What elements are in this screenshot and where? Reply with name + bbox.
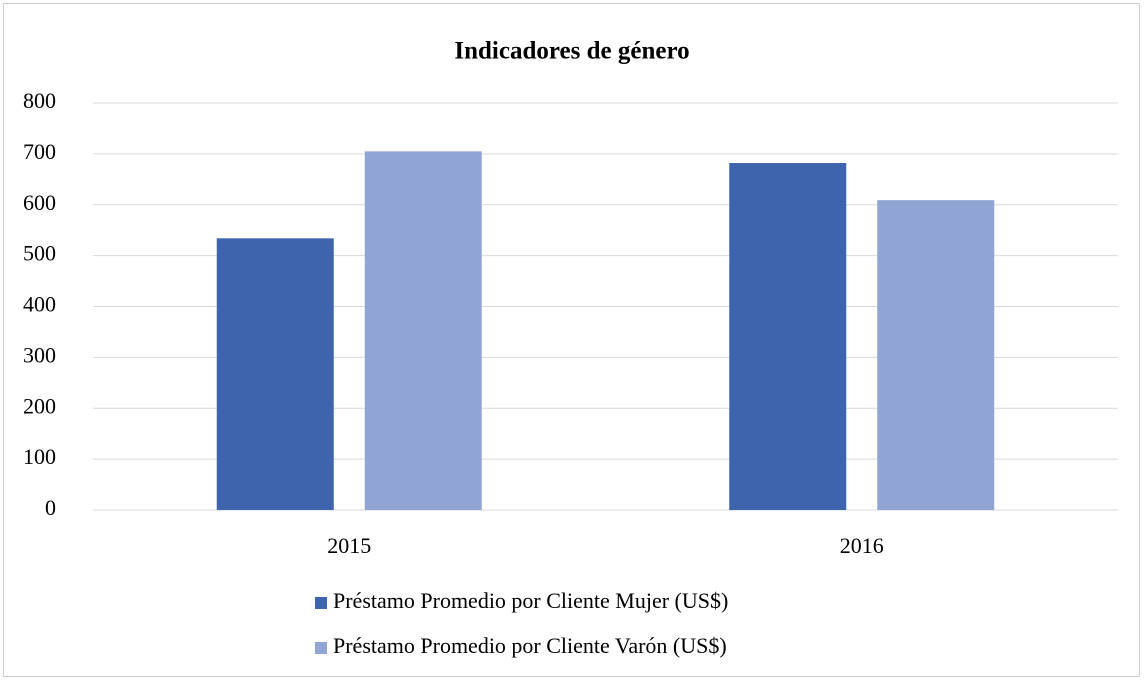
- x-tick-label: 2015: [327, 533, 371, 558]
- legend-swatch: [315, 597, 327, 609]
- y-tick-label: 300: [23, 342, 56, 367]
- y-tick-label: 200: [23, 393, 56, 418]
- y-tick-label: 700: [23, 139, 56, 164]
- bar: [877, 200, 995, 510]
- x-tick-label: 2016: [840, 533, 884, 558]
- y-tick-label: 0: [45, 495, 56, 520]
- bar: [729, 163, 847, 510]
- bar: [364, 151, 482, 511]
- bar: [216, 238, 334, 510]
- y-tick-label: 400: [23, 292, 56, 317]
- y-tick-label: 800: [23, 88, 56, 113]
- y-tick-label: 500: [23, 241, 56, 266]
- y-tick-label: 100: [23, 444, 56, 469]
- chart-title: Indicadores de género: [454, 38, 689, 65]
- legend-label: Préstamo Promedio por Cliente Varón (US$…: [333, 633, 727, 658]
- legend-label: Préstamo Promedio por Cliente Mujer (US$…: [333, 588, 728, 613]
- y-tick-label: 600: [23, 190, 56, 215]
- legend-swatch: [315, 642, 327, 654]
